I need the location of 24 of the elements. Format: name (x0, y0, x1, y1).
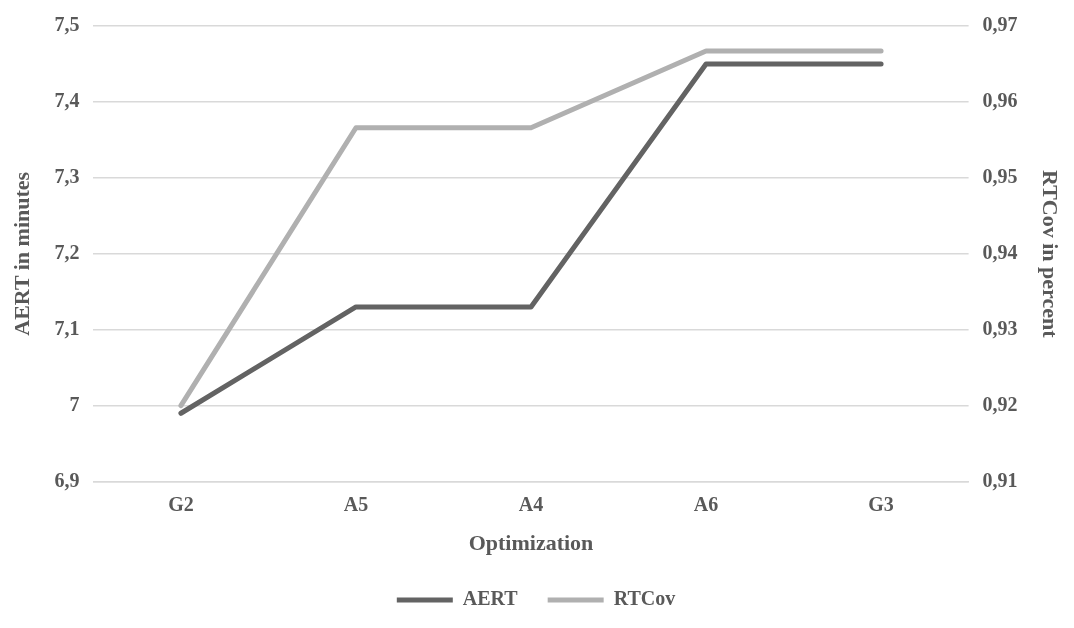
y2-tick-label: 0,92 (982, 392, 1018, 415)
y-tick-label: 7,2 (54, 240, 80, 263)
y2-tick-label: 0,97 (982, 13, 1018, 36)
y-tick-label: 7,4 (54, 89, 80, 112)
y2-tick-label: 0,96 (982, 89, 1018, 112)
x-tick-label: G3 (868, 492, 894, 515)
y2-tick-label: 0,95 (982, 165, 1018, 188)
y-tick-label: 7,3 (54, 165, 80, 188)
y-tick-label: 7,1 (54, 316, 80, 339)
legend-label: AERT (462, 587, 519, 610)
y2-tick-label: 0,93 (982, 316, 1018, 339)
y2-axis-title: RTCov in percent (1038, 170, 1064, 339)
y-tick-label: 7 (69, 392, 80, 415)
x-tick-label: A6 (693, 492, 719, 515)
x-tick-label: A4 (518, 492, 544, 515)
x-axis-title: Optimization (468, 530, 594, 556)
x-tick-label: A5 (343, 492, 369, 515)
legend-label: RTCov (613, 587, 676, 610)
y-axis-title: AERT in minutes (8, 171, 34, 336)
y2-tick-label: 0,94 (982, 240, 1018, 263)
x-tick-label: G2 (168, 492, 194, 515)
y-tick-label: 6,9 (54, 468, 80, 491)
y-tick-label: 7,5 (54, 13, 80, 36)
y2-tick-label: 0,91 (982, 468, 1018, 491)
